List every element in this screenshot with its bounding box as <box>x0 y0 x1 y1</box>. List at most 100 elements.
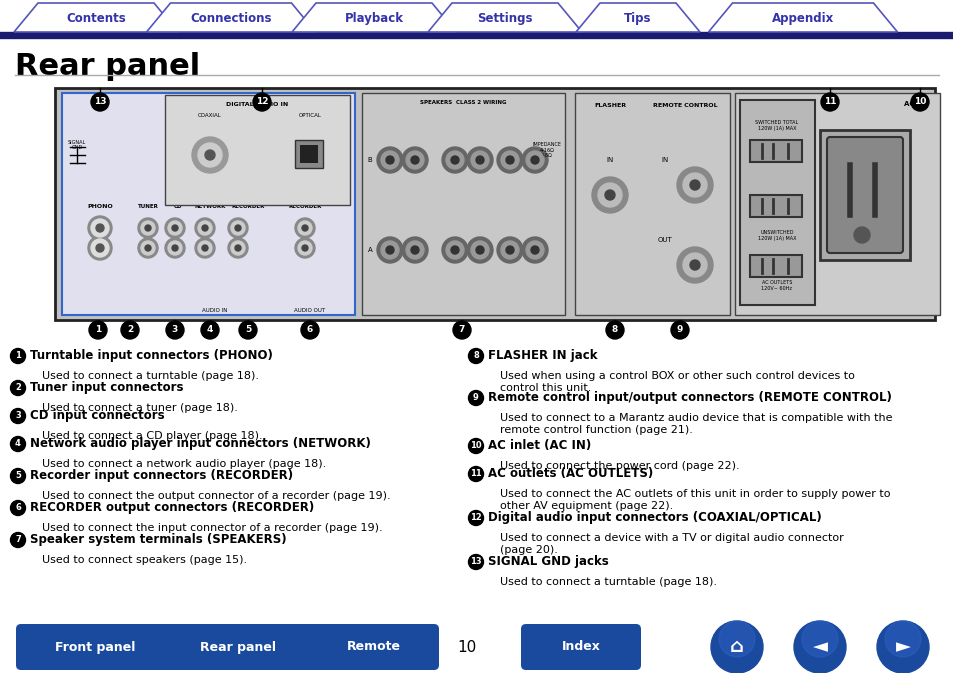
Text: Used to connect a tuner (page 18).: Used to connect a tuner (page 18). <box>42 403 237 413</box>
Circle shape <box>446 151 463 169</box>
Text: SWITCHED TOTAL
120W (1A) MAX: SWITCHED TOTAL 120W (1A) MAX <box>755 120 798 131</box>
FancyBboxPatch shape <box>55 88 934 320</box>
Circle shape <box>677 167 712 203</box>
Text: A: A <box>367 247 372 253</box>
Circle shape <box>297 221 312 235</box>
Circle shape <box>682 253 706 277</box>
Circle shape <box>96 224 104 232</box>
Circle shape <box>91 239 109 257</box>
Polygon shape <box>292 3 456 32</box>
Text: Connections: Connections <box>190 12 272 25</box>
Circle shape <box>380 151 398 169</box>
Circle shape <box>168 221 182 235</box>
Circle shape <box>525 151 543 169</box>
Text: 11: 11 <box>470 470 481 479</box>
Text: Tips: Tips <box>623 12 651 25</box>
Circle shape <box>202 245 208 251</box>
Circle shape <box>910 93 928 111</box>
Text: ◄: ◄ <box>812 637 826 656</box>
Text: ►: ► <box>895 637 909 656</box>
Circle shape <box>521 147 547 173</box>
Circle shape <box>10 380 26 396</box>
Text: Rear panel: Rear panel <box>15 52 200 81</box>
FancyBboxPatch shape <box>734 93 939 315</box>
Polygon shape <box>708 3 897 32</box>
Circle shape <box>500 151 518 169</box>
Text: 9: 9 <box>676 326 682 334</box>
Circle shape <box>689 180 700 190</box>
Text: ⌂: ⌂ <box>729 637 743 656</box>
Text: REMOTE CONTROL: REMOTE CONTROL <box>652 103 717 108</box>
Circle shape <box>468 349 483 363</box>
Circle shape <box>411 156 418 164</box>
Text: Turntable input connectors (PHONO): Turntable input connectors (PHONO) <box>30 349 273 363</box>
Circle shape <box>96 244 104 252</box>
Circle shape <box>231 221 245 235</box>
Circle shape <box>88 216 112 240</box>
Circle shape <box>10 501 26 516</box>
Text: 8: 8 <box>611 326 618 334</box>
Text: SIGNAL GND jacks: SIGNAL GND jacks <box>488 555 608 569</box>
Text: TUNER: TUNER <box>137 205 158 209</box>
Text: Used to connect the power cord (page 22).: Used to connect the power cord (page 22)… <box>499 461 739 471</box>
Circle shape <box>682 173 706 197</box>
Circle shape <box>476 246 483 254</box>
Text: IN: IN <box>660 157 668 163</box>
Text: Recorder input connectors (RECORDER): Recorder input connectors (RECORDER) <box>30 470 293 483</box>
Circle shape <box>376 147 402 173</box>
FancyBboxPatch shape <box>165 95 350 205</box>
Text: Rear panel: Rear panel <box>200 641 275 653</box>
Text: Used to connect a device with a TV or digital audio connector
(page 20).: Used to connect a device with a TV or di… <box>499 533 842 555</box>
Circle shape <box>10 532 26 548</box>
Text: 12: 12 <box>255 98 268 106</box>
Text: DIGITAL AUDIO IN: DIGITAL AUDIO IN <box>226 102 289 107</box>
Text: 6: 6 <box>15 503 21 513</box>
Circle shape <box>228 218 248 238</box>
Circle shape <box>505 246 514 254</box>
Text: RECORDER: RECORDER <box>288 205 321 209</box>
Text: Playback: Playback <box>344 12 403 25</box>
Circle shape <box>451 156 458 164</box>
Circle shape <box>801 621 837 657</box>
Circle shape <box>194 238 214 258</box>
Text: 4: 4 <box>207 326 213 334</box>
Circle shape <box>121 321 139 339</box>
Circle shape <box>453 321 471 339</box>
Circle shape <box>710 621 762 673</box>
Circle shape <box>476 156 483 164</box>
Text: 6: 6 <box>307 326 313 334</box>
Text: Used to connect a turntable (page 18).: Used to connect a turntable (page 18). <box>42 371 258 381</box>
Text: 3: 3 <box>172 326 178 334</box>
Text: 7: 7 <box>458 326 465 334</box>
Text: FLASHER IN jack: FLASHER IN jack <box>488 349 597 363</box>
Circle shape <box>194 218 214 238</box>
Text: CD: CD <box>173 205 182 209</box>
Circle shape <box>141 221 154 235</box>
Text: AUDIO IN: AUDIO IN <box>202 308 228 312</box>
Circle shape <box>531 156 538 164</box>
Text: Used to connect the output connector of a recorder (page 19).: Used to connect the output connector of … <box>42 491 390 501</box>
Polygon shape <box>14 3 178 32</box>
Circle shape <box>297 241 312 255</box>
Circle shape <box>10 437 26 452</box>
Circle shape <box>198 241 212 255</box>
Text: AC outlets (AC OUTLETS): AC outlets (AC OUTLETS) <box>488 468 653 481</box>
Circle shape <box>386 156 394 164</box>
FancyBboxPatch shape <box>749 255 801 277</box>
Text: Index: Index <box>561 641 599 653</box>
FancyBboxPatch shape <box>309 624 438 670</box>
Circle shape <box>468 466 483 481</box>
Circle shape <box>821 93 838 111</box>
Text: 5: 5 <box>15 472 21 481</box>
Circle shape <box>670 321 688 339</box>
Text: AUDIO OUT: AUDIO OUT <box>294 308 325 312</box>
Circle shape <box>301 321 318 339</box>
Circle shape <box>467 237 493 263</box>
Circle shape <box>521 237 547 263</box>
Text: UNSWITCHED
120W (1A) MAX: UNSWITCHED 120W (1A) MAX <box>757 230 796 241</box>
Circle shape <box>302 225 308 231</box>
Circle shape <box>234 245 241 251</box>
Text: 12: 12 <box>470 513 481 522</box>
Text: Used to connect a CD player (page 18).: Used to connect a CD player (page 18). <box>42 431 262 441</box>
Circle shape <box>198 143 222 167</box>
